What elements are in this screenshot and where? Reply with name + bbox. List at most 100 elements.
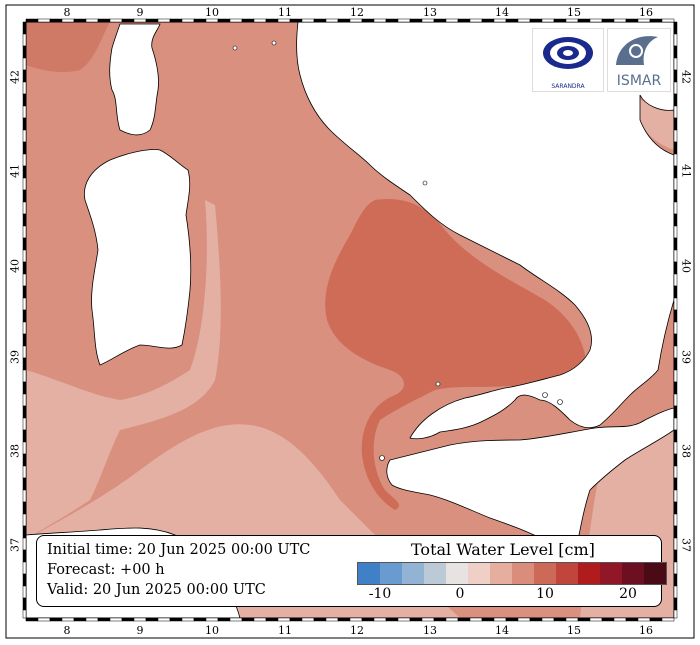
border-segment [397,18,411,23]
border-segment [421,18,435,23]
border-segment [445,617,459,622]
border-segment [253,18,267,23]
border-segment [22,585,27,599]
sea-central-dark [325,199,586,510]
border-segment [673,177,678,191]
border-segment [673,21,678,35]
border-segment [22,117,27,131]
border-segment [22,225,27,239]
border-segment [673,429,678,443]
border-segment [25,18,39,23]
island-salina [557,399,563,405]
lon-tick-top: 8 [63,6,71,19]
border-segment [109,18,123,23]
border-segment [505,18,519,23]
border-segment [22,465,27,479]
lat-tick-right: 42 [679,70,693,84]
island-capraia [232,45,238,51]
valid-time-text: Valid: 20 Jun 2025 00:00 UTC [47,582,266,598]
border-segment [673,597,678,611]
border-segment [37,617,51,622]
border-segment [22,405,27,419]
border-segment [673,489,678,503]
border-segment [265,18,279,23]
border-segment [373,18,387,23]
border-segment [541,18,555,23]
border-segment [157,18,171,23]
colorbar-cell [512,563,534,584]
border-segment [673,585,678,599]
border-segment [22,165,27,179]
border-segment [577,617,591,622]
border-segment [73,18,87,23]
border-segment [589,617,603,622]
border-segment [301,18,315,23]
lat-tick-left: 41 [8,164,22,178]
border-segment [637,617,651,622]
border-segment [397,617,411,622]
border-segment [517,617,531,622]
border-segment [613,617,627,622]
border-segment [673,561,678,575]
lon-tick-top: 15 [567,6,581,19]
border-segment [565,617,579,622]
border-segment [22,297,27,311]
land-sicily [386,407,674,547]
border-segment [217,617,231,622]
colorbar-cell [446,563,468,584]
lon-tick-bottom: 12 [350,624,364,637]
border-segment [529,18,543,23]
lon-tick-bottom: 13 [423,624,437,637]
logo-right-text: ISMAR [616,73,662,89]
border-segment [673,465,678,479]
land-sardinia [83,149,192,366]
border-segment [22,429,27,443]
border-segment [181,18,195,23]
border-segment [133,617,147,622]
border-segment [673,609,678,619]
border-segment [121,617,135,622]
border-segment [22,609,27,619]
border-segment [337,617,351,622]
border-segment [313,18,327,23]
border-segment [22,81,27,95]
border-segment [673,549,678,563]
border-segment [193,18,207,23]
border-segment [22,573,27,587]
border-segment [22,381,27,395]
sea-nw-patch [26,22,110,73]
border-segment [337,18,351,23]
border-segment [673,405,678,419]
border-segment [409,617,423,622]
border-segment [325,18,339,23]
border-segment [481,18,495,23]
border-segment [673,513,678,527]
border-segment [22,57,27,71]
lon-tick-top: 11 [278,6,292,19]
border-segment [22,129,27,143]
lon-tick-bottom: 8 [63,624,71,637]
border-segment [673,333,678,347]
wave-icon [616,36,658,65]
border-segment [22,69,27,83]
island-egadi [379,455,385,461]
border-segment [277,617,291,622]
border-segment [121,18,135,23]
border-segment [673,153,678,167]
colorbar-cell [600,563,622,584]
border-segment [241,617,255,622]
border-segment [493,18,507,23]
border-segment [673,273,678,287]
map-border-scale [22,18,678,622]
border-segment [373,617,387,622]
border-segment [601,18,615,23]
border-segment [22,21,27,35]
border-segment [22,33,27,47]
border-segment [22,501,27,515]
border-segment [505,617,519,622]
border-segment [673,393,678,407]
border-segment [229,617,243,622]
border-segment [169,18,183,23]
border-segment [409,18,423,23]
border-segment [22,213,27,227]
